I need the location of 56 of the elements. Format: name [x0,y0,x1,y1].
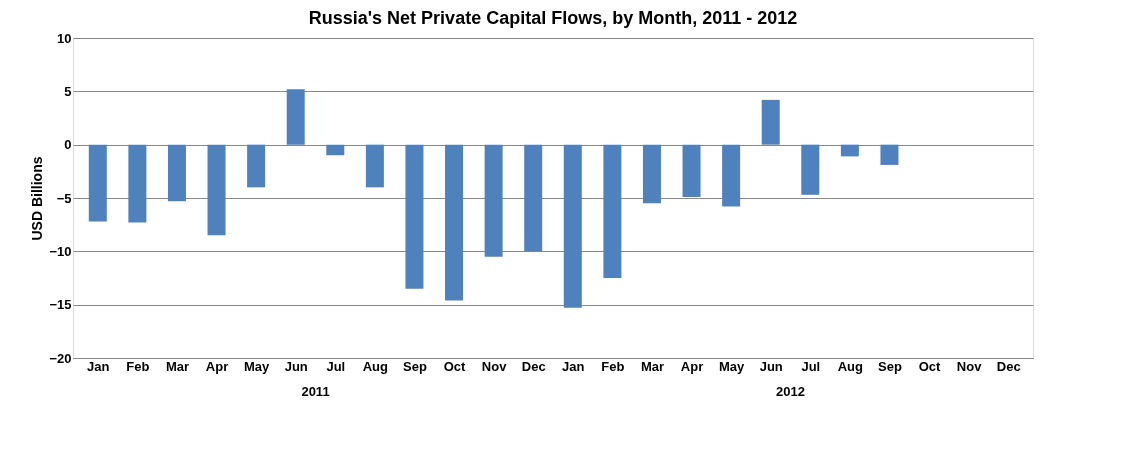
x-tick-label: Nov [481,358,508,374]
x-tick-label: Dec [521,358,546,374]
bar [128,144,147,223]
x-tick-label: May [718,358,746,374]
x-tick-label: Mar [640,358,665,374]
bar [247,144,266,188]
x-tick-label: Dec [996,358,1021,374]
text: 2011 [301,384,330,399]
y-tick-label: 10 [57,30,72,46]
bar [524,144,543,252]
bar [286,89,305,145]
x-tick-label: May [243,358,271,374]
y-tick-label: −5 [56,190,72,206]
bar [880,144,899,165]
chart-title: Russia's Net Private Capital Flows, by Month, 2011 - 2012 [308,8,798,28]
x-tick-label: Aug [362,358,389,374]
y-tick-label: 0 [64,137,72,153]
x-tick-label: Feb [601,358,625,374]
bar [445,144,464,301]
text: 2012 [776,384,805,399]
x-tick-label: Sep [403,358,427,374]
bar [167,144,186,202]
bar [722,144,741,207]
x-tick-label: Aug [837,358,864,374]
x-tick-label: Apr [680,358,704,374]
bar [801,144,820,195]
x-tick-label: Apr [205,358,229,374]
x-tick-label: Jan [87,358,110,374]
bar [761,99,780,145]
y-tick-label: 5 [64,83,72,99]
y-tick-label: −20 [49,350,72,366]
x-tick-label: Oct [918,358,942,374]
x-tick-label: Oct [443,358,467,374]
x-tick-label: Mar [165,358,190,374]
bar [207,144,226,236]
bar [603,144,622,278]
bar [326,144,345,156]
y-axis-title: USD Billions [29,156,46,241]
bar [365,144,384,188]
x-tick-label: Feb [126,358,150,374]
x-tick-label: Jun [284,358,308,374]
x-tick-label: Jul [801,358,821,374]
x-tick-label: Jun [759,358,783,374]
bar [682,144,701,197]
bar [563,144,582,308]
bar [405,144,424,289]
x-tick-label: Nov [956,358,983,374]
x-tick-label: Sep [878,358,902,374]
bar [642,144,661,204]
x-tick-label: Jan [562,358,585,374]
bar [88,144,107,222]
bar [840,144,859,157]
y-tick-label: −15 [49,297,72,313]
x-tick-label: Jul [326,358,346,374]
y-tick-label: −10 [49,243,72,259]
bar [484,144,503,257]
